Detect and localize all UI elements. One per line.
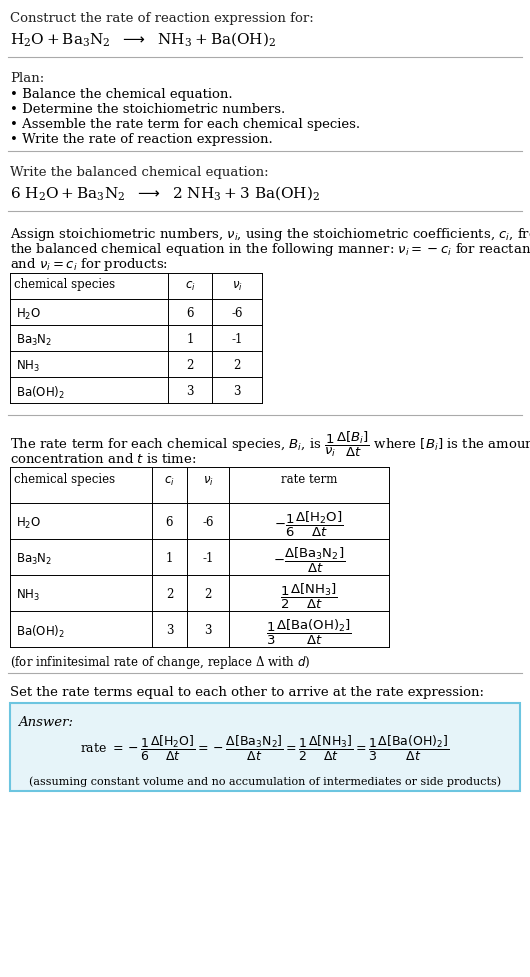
Text: 2: 2: [187, 359, 193, 371]
Text: Answer:: Answer:: [18, 715, 73, 728]
FancyBboxPatch shape: [10, 703, 520, 791]
Text: $\dfrac{1}{2}\dfrac{\Delta[\mathrm{NH_3}]}{\Delta t}$: $\dfrac{1}{2}\dfrac{\Delta[\mathrm{NH_3}…: [280, 581, 338, 611]
Text: -1: -1: [202, 551, 214, 565]
Text: • Balance the chemical equation.: • Balance the chemical equation.: [10, 88, 233, 101]
Text: rate term: rate term: [281, 473, 337, 486]
Text: rate $= -\dfrac{1}{6}\dfrac{\Delta[\mathrm{H_2O}]}{\Delta t} = -\dfrac{\Delta[\m: rate $= -\dfrac{1}{6}\dfrac{\Delta[\math…: [81, 734, 449, 762]
Text: $\mathrm{Ba_3N_2}$: $\mathrm{Ba_3N_2}$: [16, 332, 52, 348]
Text: Construct the rate of reaction expression for:: Construct the rate of reaction expressio…: [10, 12, 314, 25]
Text: • Write the rate of reaction expression.: • Write the rate of reaction expression.: [10, 133, 273, 146]
Text: Assign stoichiometric numbers, $\nu_i$, using the stoichiometric coefficients, $: Assign stoichiometric numbers, $\nu_i$, …: [10, 226, 530, 242]
Text: -6: -6: [202, 516, 214, 529]
Text: 1: 1: [187, 332, 193, 346]
Text: Set the rate terms equal to each other to arrive at the rate expression:: Set the rate terms equal to each other t…: [10, 685, 484, 699]
Text: $\mathrm{Ba(OH)_2}$: $\mathrm{Ba(OH)_2}$: [16, 623, 65, 639]
Text: $\mathregular{6\ H_2O + Ba_3N_2}$  $\longrightarrow$  $\mathregular{2\ NH_3 + 3\: $\mathregular{6\ H_2O + Ba_3N_2}$ $\long…: [10, 184, 320, 201]
Text: $\mathrm{H_2O}$: $\mathrm{H_2O}$: [16, 307, 41, 321]
Text: (assuming constant volume and no accumulation of intermediates or side products): (assuming constant volume and no accumul…: [29, 775, 501, 786]
Text: $\mathrm{Ba(OH)_2}$: $\mathrm{Ba(OH)_2}$: [16, 385, 65, 401]
Text: 3: 3: [166, 623, 173, 636]
Text: 2: 2: [166, 587, 173, 601]
Text: chemical species: chemical species: [14, 473, 115, 486]
Text: 3: 3: [233, 385, 241, 398]
Text: and $\nu_i = c_i$ for products:: and $\nu_i = c_i$ for products:: [10, 256, 168, 273]
Text: $-\dfrac{\Delta[\mathrm{Ba_3N_2}]}{\Delta t}$: $-\dfrac{\Delta[\mathrm{Ba_3N_2}]}{\Delt…: [273, 545, 345, 574]
Text: $\nu_i$: $\nu_i$: [232, 279, 242, 293]
Text: -6: -6: [231, 307, 243, 319]
Text: • Determine the stoichiometric numbers.: • Determine the stoichiometric numbers.: [10, 103, 285, 116]
Text: $c_i$: $c_i$: [164, 475, 175, 488]
Text: 3: 3: [186, 385, 194, 398]
Text: $\mathrm{H_2O}$: $\mathrm{H_2O}$: [16, 516, 41, 531]
Text: concentration and $t$ is time:: concentration and $t$ is time:: [10, 451, 197, 465]
Text: Write the balanced chemical equation:: Write the balanced chemical equation:: [10, 166, 269, 179]
Text: $c_i$: $c_i$: [184, 279, 196, 293]
Text: $\mathrm{Ba_3N_2}$: $\mathrm{Ba_3N_2}$: [16, 551, 52, 567]
Text: $\nu_i$: $\nu_i$: [202, 475, 214, 488]
Text: $\mathrm{NH_3}$: $\mathrm{NH_3}$: [16, 587, 40, 603]
Text: $\mathrm{NH_3}$: $\mathrm{NH_3}$: [16, 359, 40, 374]
Text: 2: 2: [233, 359, 241, 371]
Text: (for infinitesimal rate of change, replace Δ with $d$): (for infinitesimal rate of change, repla…: [10, 654, 311, 670]
Text: 6: 6: [166, 516, 173, 529]
Text: 6: 6: [186, 307, 194, 319]
Text: $-\dfrac{1}{6}\dfrac{\Delta[\mathrm{H_2O}]}{\Delta t}$: $-\dfrac{1}{6}\dfrac{\Delta[\mathrm{H_2O…: [275, 509, 343, 538]
Text: chemical species: chemical species: [14, 277, 115, 291]
Text: Plan:: Plan:: [10, 72, 44, 85]
Text: 1: 1: [166, 551, 173, 565]
Text: -1: -1: [231, 332, 243, 346]
Text: 2: 2: [204, 587, 211, 601]
Text: $\mathregular{H_2O + Ba_3N_2}$  $\longrightarrow$  $\mathregular{NH_3 + Ba(OH)_2: $\mathregular{H_2O + Ba_3N_2}$ $\longrig…: [10, 30, 276, 48]
Text: 3: 3: [204, 623, 212, 636]
Text: the balanced chemical equation in the following manner: $\nu_i = -c_i$ for react: the balanced chemical equation in the fo…: [10, 240, 530, 258]
Text: $\dfrac{1}{3}\dfrac{\Delta[\mathrm{Ba(OH)_2}]}{\Delta t}$: $\dfrac{1}{3}\dfrac{\Delta[\mathrm{Ba(OH…: [266, 617, 352, 647]
Text: The rate term for each chemical species, $B_i$, is $\dfrac{1}{\nu_i}\dfrac{\Delt: The rate term for each chemical species,…: [10, 430, 530, 459]
Text: • Assemble the rate term for each chemical species.: • Assemble the rate term for each chemic…: [10, 118, 360, 131]
